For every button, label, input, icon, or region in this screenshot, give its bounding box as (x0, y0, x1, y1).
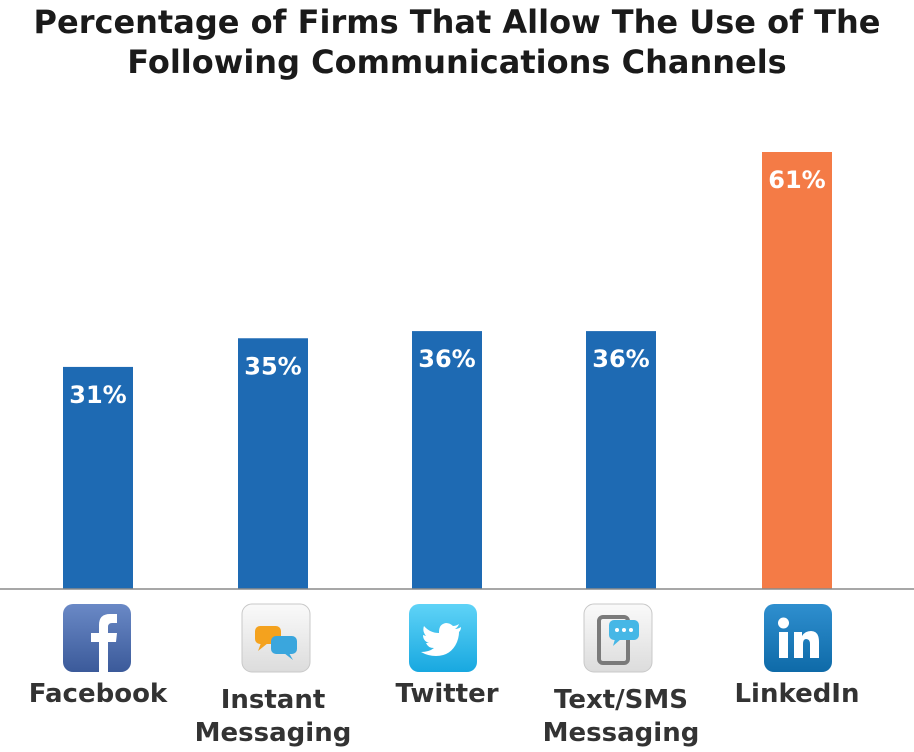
category-label-line: Instant (220, 685, 326, 715)
bar-linkedin (762, 152, 832, 589)
chart-title: Percentage of Firms That Allow The Use o… (0, 2, 914, 82)
value-label: 36% (418, 345, 475, 373)
bar-instant-messaging (238, 338, 308, 589)
bar-twitter (412, 331, 482, 589)
facebook-icon (63, 604, 131, 672)
category-label: Text/SMS Messaging (526, 684, 716, 750)
bar-facebook (63, 366, 133, 589)
value-label: 35% (244, 352, 301, 380)
category-label: Facebook (3, 678, 193, 711)
value-label: 31% (69, 381, 126, 409)
linkedin-icon (764, 604, 832, 672)
category-label-line: Facebook (28, 679, 168, 709)
category-label: Instant Messaging (178, 684, 368, 750)
sms-phone-icon (583, 603, 653, 673)
category-label: Twitter (352, 678, 542, 711)
value-label: 61% (768, 166, 825, 194)
category-label-line: LinkedIn (734, 679, 860, 709)
category-label: LinkedIn (702, 678, 892, 711)
chart-title-line-1: Percentage of Firms That Allow The Use o… (33, 3, 881, 41)
category-label-line: Twitter (395, 679, 499, 709)
bar-text-sms-messaging (586, 331, 656, 589)
chart-title-line-2: Following Communications Channels (127, 43, 787, 81)
value-label: 36% (592, 345, 649, 373)
category-label-line: Messaging (194, 718, 352, 748)
twitter-icon (409, 604, 477, 672)
chat-bubbles-icon (241, 603, 311, 673)
category-label-line: Text/SMS (554, 685, 688, 715)
category-label-line: Messaging (542, 718, 700, 748)
